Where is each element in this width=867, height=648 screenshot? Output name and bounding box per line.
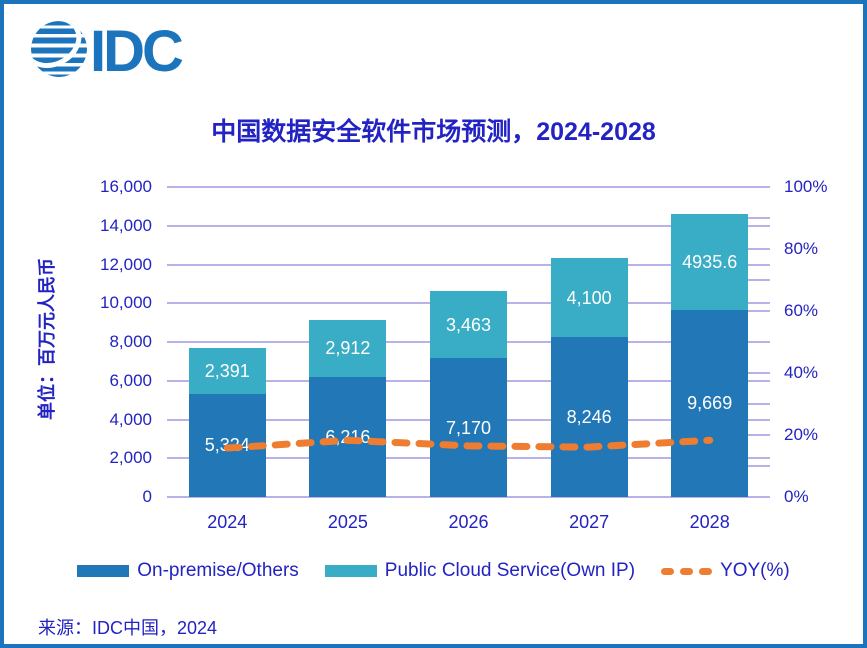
dash-icon [661,567,675,575]
right-axis-tick-label: 60% [784,301,819,320]
source-note: 来源：IDC中国，2024 [38,618,218,638]
bar-segment [671,309,749,497]
legend-item: On-premise/Others [77,560,299,582]
gridline [167,224,770,227]
left-axis-tick-label: 4,000 [109,409,152,429]
legend-swatch-icon [77,565,130,577]
legend-label: Public Cloud Service(Own IP) [384,560,636,581]
bar-segment [430,358,507,497]
right-axis-tick-label: 100% [784,177,828,196]
gridline [167,496,770,498]
bar-value-label: 3,463 [445,314,492,335]
bar-value-label: 9,669 [687,393,733,414]
bar-value-label: 4935.6 [682,251,738,272]
right-axis-tick-label: 40% [784,363,819,382]
bar-value-label: 7,170 [445,417,492,438]
x-axis-category-label: 2025 [327,512,368,532]
right-axis-tick-label: 80% [784,239,819,258]
right-axis-tick-label: 0% [784,487,809,506]
legend-item: YOY(%) [661,560,790,582]
left-axis-tick-label: 14,000 [100,215,152,235]
right-axis-tick [748,279,770,281]
left-axis-tick-label: 6,000 [109,370,152,390]
x-axis-category-label: 2024 [207,512,248,532]
left-axis-tick-label: 10,000 [100,293,152,313]
right-axis-tick [748,217,770,219]
bar-value-label: 2,912 [325,338,371,359]
right-axis-tick [748,341,770,343]
dash-icon [699,567,713,575]
bar-segment [671,214,749,310]
bar-segment [550,257,628,338]
bar-value-label: 5,324 [204,435,250,456]
bar-value-label: 8,246 [566,407,612,428]
idc-logo: IDC [30,18,210,84]
left-axis-tick-label: 16,000 [100,177,152,196]
right-axis-tick [748,372,770,374]
bar-value-label: 6,216 [325,426,371,447]
right-axis-tick [748,186,770,188]
right-axis-tick [748,465,770,467]
left-axis-tick-label: 2,000 [109,448,152,468]
legend-dashed-line-icon [661,567,713,575]
legend-label: YOY(%) [720,560,790,581]
bar-segment [430,290,507,359]
left-axis-tick-label: 12,000 [100,254,152,274]
right-axis-tick [748,310,770,312]
right-axis-tick [748,248,770,250]
right-axis-tick-label: 20% [784,425,819,444]
x-axis-category-label: 2027 [569,512,610,532]
bar-segment [309,320,387,377]
bar-value-label: 2,391 [204,360,250,381]
legend-label: On-premise/Others [137,560,299,581]
right-axis-tick [748,496,770,498]
legend-swatch-icon [324,565,377,577]
idc-globe-icon: IDC [31,19,186,84]
x-axis-category-label: 2026 [448,512,489,532]
bar-segment [550,337,628,497]
bar-segment [188,347,266,394]
legend: On-premise/Others Public Cloud Service(Ow… [4,556,863,586]
left-axis-tick-label: 8,000 [109,332,152,351]
right-axis-tick [748,434,770,436]
left-axis-tick-label: 0 [142,487,152,506]
x-axis-category-label: 2028 [689,512,730,532]
dash-icon [680,567,694,575]
gridline [167,263,770,266]
bar-value-label: 4,100 [566,287,612,308]
idc-logo-text: IDC [90,19,183,80]
chart-title: 中国数据安全软件市场预测，2024-2028 [211,118,656,146]
legend-item: Public Cloud Service(Own IP) [324,560,636,582]
gridline [167,186,770,188]
right-axis-tick [748,403,770,405]
